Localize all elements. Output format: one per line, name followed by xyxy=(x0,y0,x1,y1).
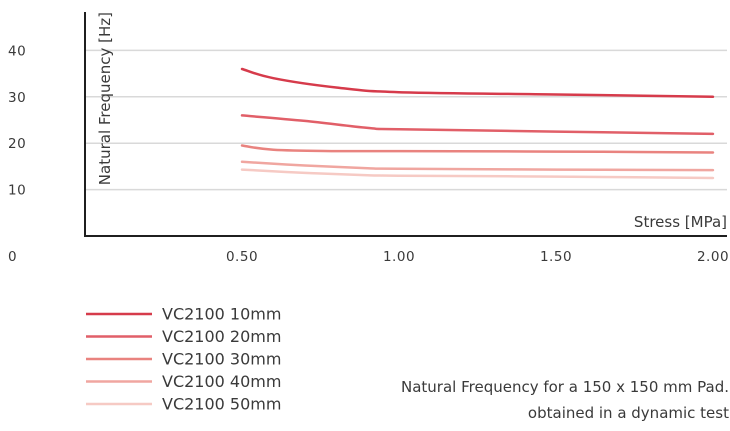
x-axis-title: Stress [MPa] xyxy=(634,213,727,231)
annotation-line-2: obtained in a dynamic test xyxy=(528,404,729,422)
series-line-vc2100-10mm xyxy=(240,67,715,99)
series-line-vc2100-20mm xyxy=(240,114,715,136)
series-line-vc2100-40mm xyxy=(240,160,715,172)
x-tick-label-0.50: 0.50 xyxy=(226,249,258,265)
x-tick-label-1.00: 1.00 xyxy=(383,249,415,265)
legend: VC2100 10mm VC2100 20mm VC2100 30mm VC2100 … xyxy=(86,305,281,414)
y-tick-label-30: 30 xyxy=(8,90,26,106)
x-tick-label-2.00: 2.00 xyxy=(697,249,729,265)
series-lines xyxy=(240,67,715,180)
grid-lines xyxy=(86,49,727,191)
legend-label-vc2100-10mm: VC2100 10mm xyxy=(162,305,281,324)
origin-label: 0 xyxy=(8,249,17,265)
annotation-line-1: Natural Frequency for a 150 x 150 mm Pad… xyxy=(401,378,729,396)
axes xyxy=(84,12,727,237)
y-tick-label-20: 20 xyxy=(8,136,26,152)
y-tick-label-40: 40 xyxy=(8,43,26,59)
series-line-vc2100-50mm xyxy=(240,168,715,180)
legend-label-vc2100-40mm: VC2100 40mm xyxy=(162,372,281,391)
tick-labels: 0 10 20 30 40 0.50 1.00 1.50 2.00 xyxy=(8,43,729,265)
x-tick-label-1.50: 1.50 xyxy=(540,249,572,265)
y-tick-label-10: 10 xyxy=(8,183,26,199)
legend-label-vc2100-30mm: VC2100 30mm xyxy=(162,350,281,369)
legend-label-vc2100-50mm: VC2100 50mm xyxy=(162,395,281,414)
y-axis-title: Natural Frequency [Hz] xyxy=(96,12,114,185)
legend-label-vc2100-20mm: VC2100 20mm xyxy=(162,327,281,346)
series-line-vc2100-30mm xyxy=(240,144,715,154)
